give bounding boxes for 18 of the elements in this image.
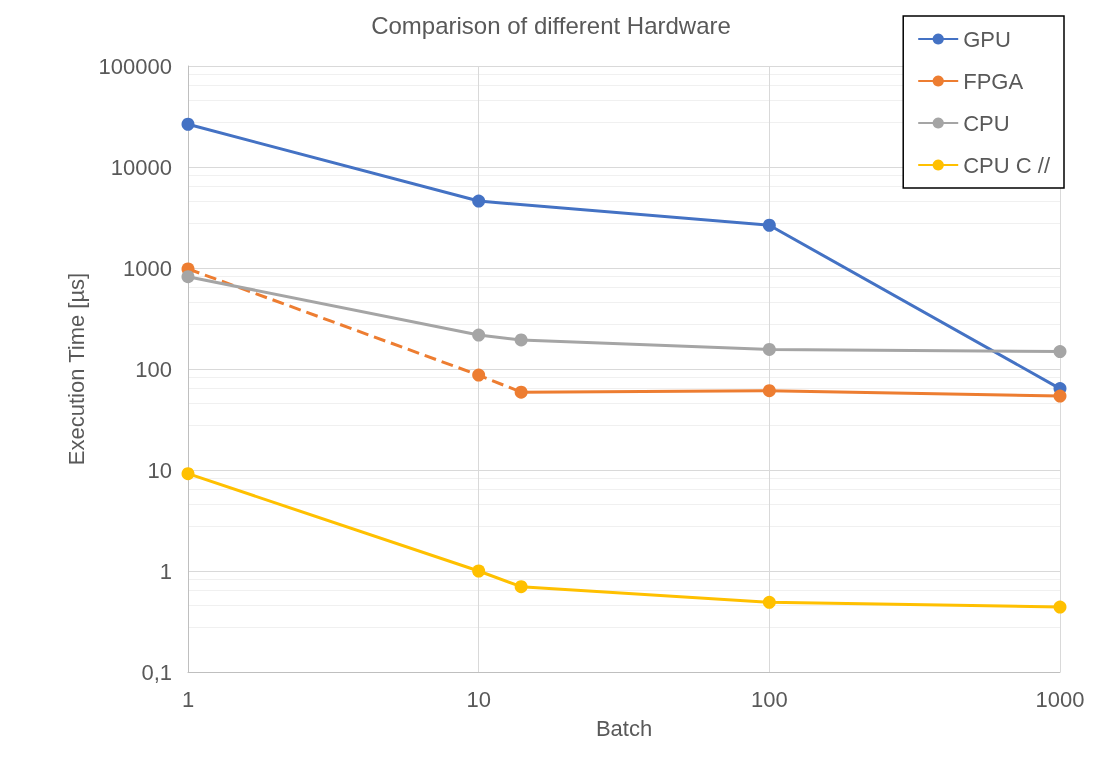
legend-label: FPGA <box>963 68 1024 94</box>
x-tick-label: 1 <box>181 686 195 712</box>
y-tick-label: 1 <box>159 558 172 584</box>
legend-label: GPU <box>963 26 1011 52</box>
legend-label: CPU C // <box>963 152 1051 178</box>
x-tick-label: 10 <box>466 686 491 712</box>
y-axis-title: Execution Time [µs] <box>64 272 90 466</box>
y-tick-label: 100000 <box>98 53 172 79</box>
chart-title: Comparison of different Hardware <box>371 11 731 39</box>
x-tick-label: 100 <box>750 686 788 712</box>
y-tick-label: 10 <box>147 457 172 483</box>
y-tick-label: 0,1 <box>141 659 172 685</box>
y-tick-label: 1000 <box>123 255 172 281</box>
x-tick-label: 1000 <box>1035 686 1085 712</box>
y-tick-label: 10000 <box>110 154 172 180</box>
legend-label: CPU <box>963 110 1010 136</box>
y-tick-label: 100 <box>135 356 172 382</box>
x-axis-title: Batch <box>595 715 653 741</box>
